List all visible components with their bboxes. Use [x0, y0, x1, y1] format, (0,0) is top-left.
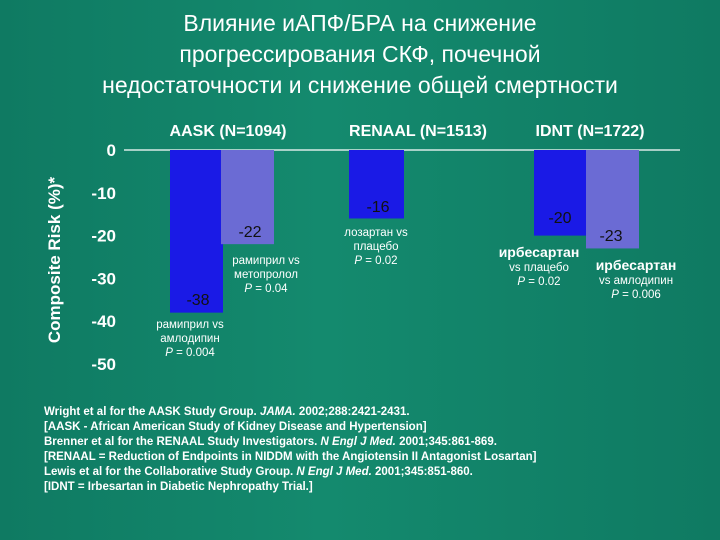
- y-tick-label: -10: [91, 184, 116, 203]
- bar-note-line: vs амлодипин: [599, 275, 673, 287]
- y-tick-label: 0: [107, 141, 116, 160]
- bar-1-1: [170, 150, 223, 313]
- bar-note-line: амлодипин: [160, 333, 219, 345]
- bar-2-1: [349, 150, 404, 219]
- bar-note-line: рамиприл vs: [156, 319, 224, 331]
- bar-3-2: [586, 150, 639, 249]
- bar-note-line: рамиприл vs: [232, 255, 300, 267]
- reference-line-2: [AASK - African American Study of Kidney…: [44, 421, 427, 433]
- bar-value-label: -38: [186, 292, 209, 309]
- bar-1-2: [221, 150, 274, 245]
- y-tick-label: -40: [91, 312, 116, 331]
- reference-line-4: [RENAAL = Reduction of Endpoints in NIDD…: [44, 451, 537, 463]
- reference-line-3: Brenner et al for the RENAAL Study Inves…: [44, 436, 497, 448]
- bar-value-label: -22: [238, 224, 261, 241]
- title-line-3: недостаточности и снижение общей смертно…: [102, 72, 618, 98]
- bar-note-line: vs плацебо: [509, 262, 569, 274]
- bar-note-line: P = 0.006: [611, 289, 661, 301]
- reference-line-1: Wright et al for the AASK Study Group. J…: [44, 406, 410, 418]
- y-tick-label: -50: [91, 355, 116, 374]
- y-tick-label: -20: [91, 227, 116, 246]
- title-line-2: прогрессирования СКФ, почечной: [179, 41, 541, 67]
- bar-value-label: -20: [548, 210, 571, 227]
- reference-line-6: [IDNT = Irbesartan in Diabetic Nephropat…: [44, 481, 313, 493]
- bar-3-1: [534, 150, 587, 236]
- y-axis-label: Composite Risk (%)*: [45, 176, 64, 343]
- bar-note-line: P = 0.02: [517, 276, 560, 288]
- bar-note-line: ирбесартан: [499, 244, 580, 260]
- composite-risk-bar-chart: Composite Risk (%)* 0 -10 -20 -30 -40 -50 AASK …: [45, 123, 677, 374]
- bar-note-line: ирбесартан: [596, 257, 677, 273]
- group-label-2: RENAAL (N=1513): [349, 123, 487, 140]
- bar-note-line: лозартан vs: [344, 227, 408, 239]
- group-label-3: IDNT (N=1722): [536, 123, 645, 140]
- title-line-1: Влияние иАПФ/БРА на снижение: [183, 10, 537, 36]
- bar-note-line: P = 0.02: [354, 255, 397, 267]
- bar-note-line: метопролол: [234, 269, 298, 281]
- bar-note-line: P = 0.04: [244, 283, 288, 295]
- references-block: Wright et al for the AASK Study Group. J…: [44, 405, 704, 495]
- group-label-1: AASK (N=1094): [170, 123, 287, 140]
- slide-title: Влияние иАПФ/БРА на снижение прогрессиро…: [20, 8, 700, 101]
- y-tick-label: -30: [91, 269, 116, 288]
- reference-line-5: Lewis et al for the Collaborative Study …: [44, 466, 473, 478]
- bar-note-line: P = 0.004: [165, 347, 215, 359]
- bar-value-label: -16: [366, 199, 389, 216]
- bar-note-line: плацебо: [353, 241, 398, 253]
- bar-value-label: -23: [599, 228, 622, 245]
